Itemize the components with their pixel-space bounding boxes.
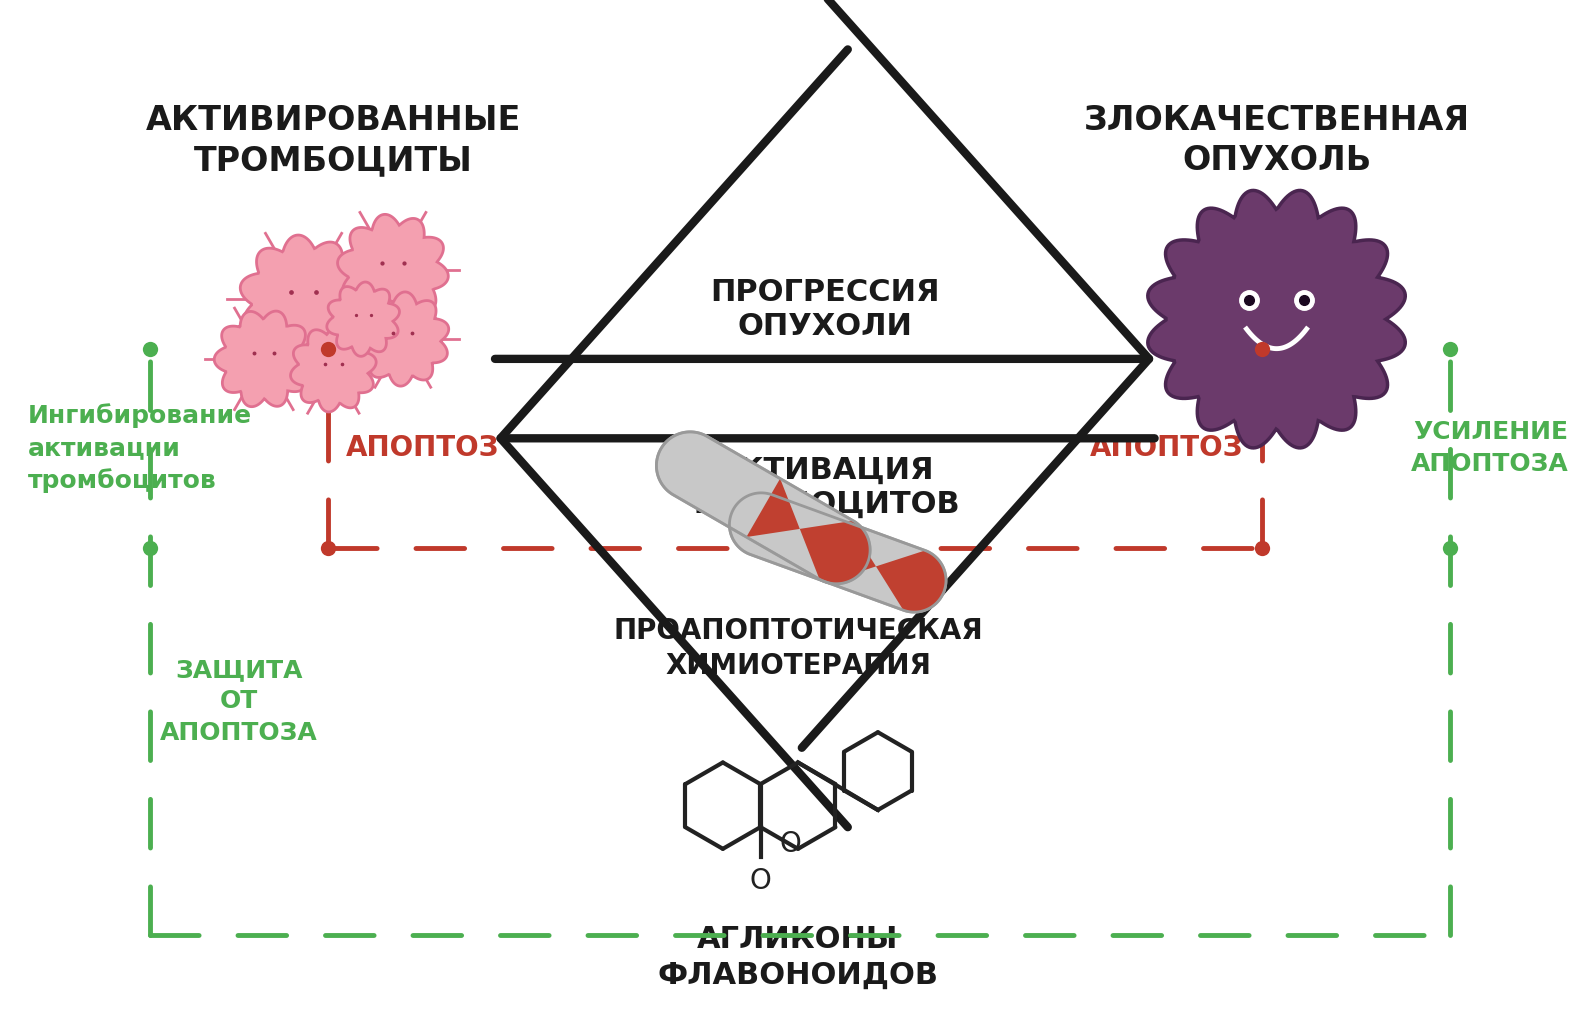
Text: O: O (779, 830, 801, 858)
Text: ПРОАПОПТОТИЧЕСКАЯ
ХИМИОТЕРАПИЯ: ПРОАПОПТОТИЧЕСКАЯ ХИМИОТЕРАПИЯ (613, 617, 983, 679)
Text: АПОПТОЗ: АПОПТОЗ (346, 434, 500, 462)
Polygon shape (827, 522, 946, 612)
Polygon shape (747, 479, 870, 584)
Text: АГЛИКОНЫ
ФЛАВОНОИДОВ: АГЛИКОНЫ ФЛАВОНОИДОВ (658, 924, 938, 990)
Text: АКТИВАЦИЯ
ТРОМБОЦИТОВ: АКТИВАЦИЯ ТРОМБОЦИТОВ (689, 456, 961, 519)
Text: УСИЛЕНИЕ
АПОПТОЗА: УСИЛЕНИЕ АПОПТОЗА (1411, 421, 1569, 476)
Polygon shape (729, 493, 946, 612)
Polygon shape (327, 282, 399, 357)
Text: ЗАЩИТА
ОТ
АПОПТОЗА: ЗАЩИТА ОТ АПОПТОЗА (160, 658, 318, 746)
Text: ЗЛОКАЧЕСТВЕННАЯ
ОПУХОЛЬ: ЗЛОКАЧЕСТВЕННАЯ ОПУХОЛЬ (1084, 103, 1470, 178)
Polygon shape (214, 311, 313, 406)
Polygon shape (656, 432, 870, 584)
Polygon shape (241, 235, 367, 364)
Text: O: O (750, 868, 771, 895)
Polygon shape (290, 326, 377, 412)
Text: ПРОГРЕССИЯ
ОПУХОЛИ: ПРОГРЕССИЯ ОПУХОЛИ (710, 278, 940, 341)
Text: АКТИВИРОВАННЫЕ
ТРОМБОЦИТЫ: АКТИВИРОВАННЫЕ ТРОМБОЦИТЫ (145, 103, 520, 178)
Polygon shape (358, 292, 448, 386)
Text: АПОПТОЗ: АПОПТОЗ (1090, 434, 1243, 462)
Polygon shape (338, 214, 448, 325)
Polygon shape (1148, 190, 1404, 448)
Text: Ингибирование
активации
тромбоцитов: Ингибирование активации тромбоцитов (27, 403, 252, 493)
